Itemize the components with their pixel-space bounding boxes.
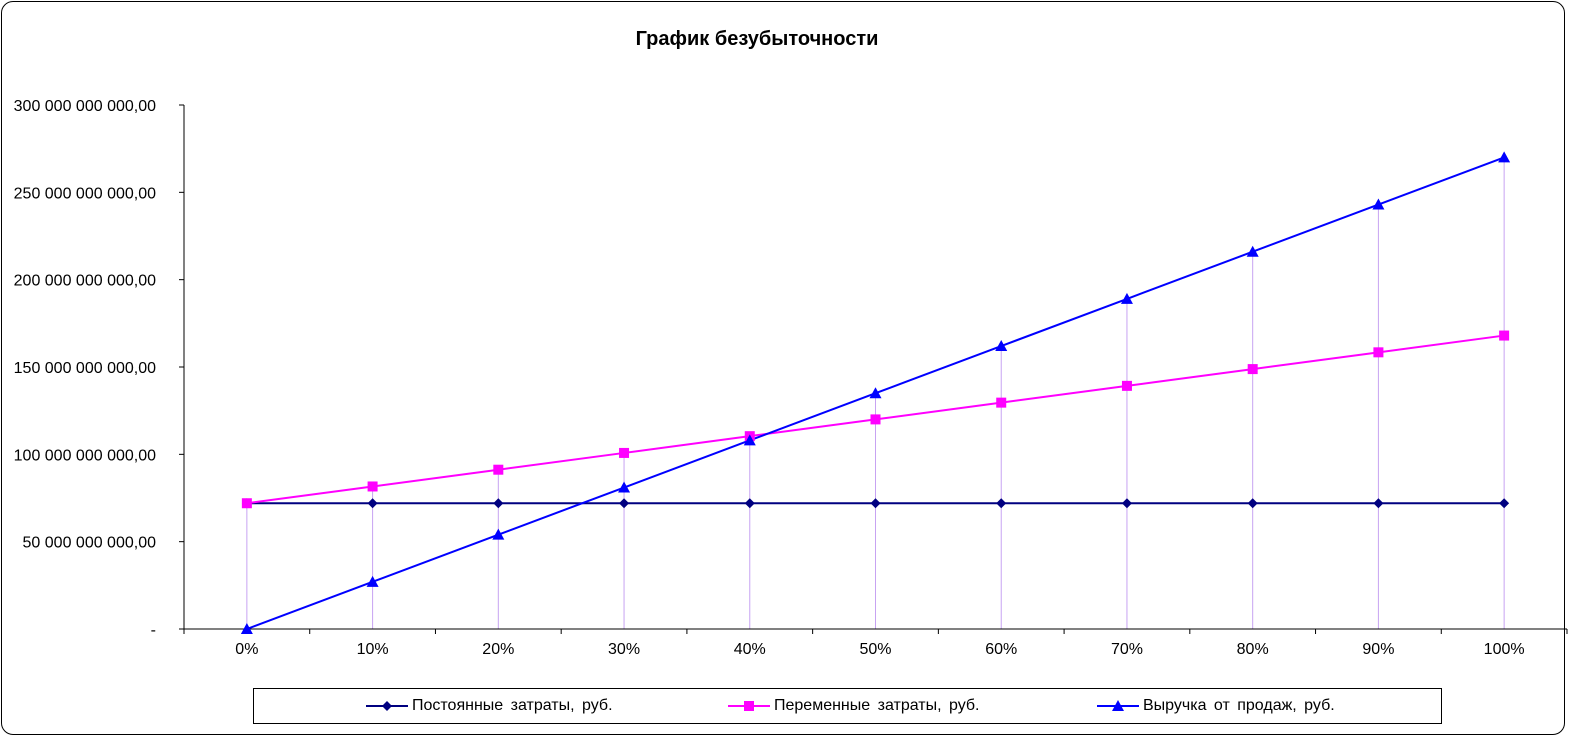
data-point-revenue	[743, 434, 756, 446]
data-point-fixed-costs	[1499, 498, 1510, 509]
data-point-revenue	[995, 340, 1008, 352]
data-point-revenue	[618, 481, 631, 493]
x-tick-label: 20%	[482, 641, 514, 658]
data-point-revenue	[1372, 198, 1385, 210]
x-tick-label: 30%	[608, 641, 640, 658]
x-tick-label: 80%	[1237, 641, 1269, 658]
legend-revenue-label: Выручка от продаж, руб.	[1143, 697, 1335, 714]
x-tick-label: 50%	[859, 641, 891, 658]
legend-fixed-costs-marker-icon	[366, 701, 408, 711]
y-tick-label: 150 000 000 000,00	[14, 360, 156, 377]
legend-fixed-costs-label: Постоянные затраты, руб.	[412, 697, 613, 714]
data-point-variable-costs	[996, 397, 1007, 408]
data-point-revenue	[869, 387, 882, 399]
y-tick-label: 200 000 000 000,00	[14, 273, 156, 290]
x-tick-label: 10%	[357, 641, 389, 658]
data-point-fixed-costs	[367, 498, 378, 509]
x-tick-label: 100%	[1484, 641, 1525, 658]
y-tick-label: -	[151, 622, 156, 639]
x-tick-label: 60%	[985, 641, 1017, 658]
chart-title: График безубыточности	[635, 28, 879, 50]
legend: Постоянные затраты, руб. Переменные затр…	[253, 688, 1442, 724]
x-tick-label: 90%	[1362, 641, 1394, 658]
legend-variable-costs-marker-icon	[728, 701, 770, 711]
data-point-fixed-costs	[744, 498, 755, 509]
data-point-variable-costs	[1247, 364, 1258, 375]
data-point-revenue	[1498, 151, 1511, 163]
legend-item-variable-costs: Переменные затраты, руб.	[728, 689, 980, 723]
data-point-fixed-costs	[1373, 498, 1384, 509]
data-point-fixed-costs	[1121, 498, 1132, 509]
data-point-fixed-costs	[870, 498, 881, 509]
legend-revenue-marker-icon	[1097, 700, 1139, 711]
data-point-variable-costs	[1499, 330, 1510, 341]
data-point-fixed-costs	[1247, 498, 1258, 509]
data-point-revenue	[366, 575, 379, 587]
y-tick-label: 300 000 000 000,00	[14, 98, 156, 115]
data-point-fixed-costs	[493, 498, 504, 509]
data-point-revenue	[1120, 292, 1133, 304]
data-point-variable-costs	[241, 498, 252, 509]
data-point-variable-costs	[870, 414, 881, 425]
legend-item-fixed-costs: Постоянные затраты, руб.	[366, 689, 613, 723]
data-point-variable-costs	[1121, 380, 1132, 391]
y-tick-label: 250 000 000 000,00	[14, 185, 156, 202]
data-point-variable-costs	[619, 447, 630, 458]
y-tick-label: 50 000 000 000,00	[23, 535, 157, 552]
x-tick-label: 40%	[734, 641, 766, 658]
data-point-revenue	[1246, 245, 1259, 257]
x-tick-label: 0%	[235, 641, 258, 658]
data-point-variable-costs	[1373, 347, 1384, 358]
data-point-fixed-costs	[619, 498, 630, 509]
data-point-revenue	[240, 623, 253, 634]
legend-variable-costs-label: Переменные затраты, руб.	[774, 697, 980, 714]
data-point-revenue	[492, 528, 505, 540]
data-point-variable-costs	[367, 481, 378, 492]
x-tick-label: 70%	[1111, 641, 1143, 658]
data-point-fixed-costs	[996, 498, 1007, 509]
y-tick-label: 100 000 000 000,00	[14, 447, 156, 464]
data-point-variable-costs	[493, 464, 504, 475]
legend-item-revenue: Выручка от продаж, руб.	[1097, 689, 1335, 723]
